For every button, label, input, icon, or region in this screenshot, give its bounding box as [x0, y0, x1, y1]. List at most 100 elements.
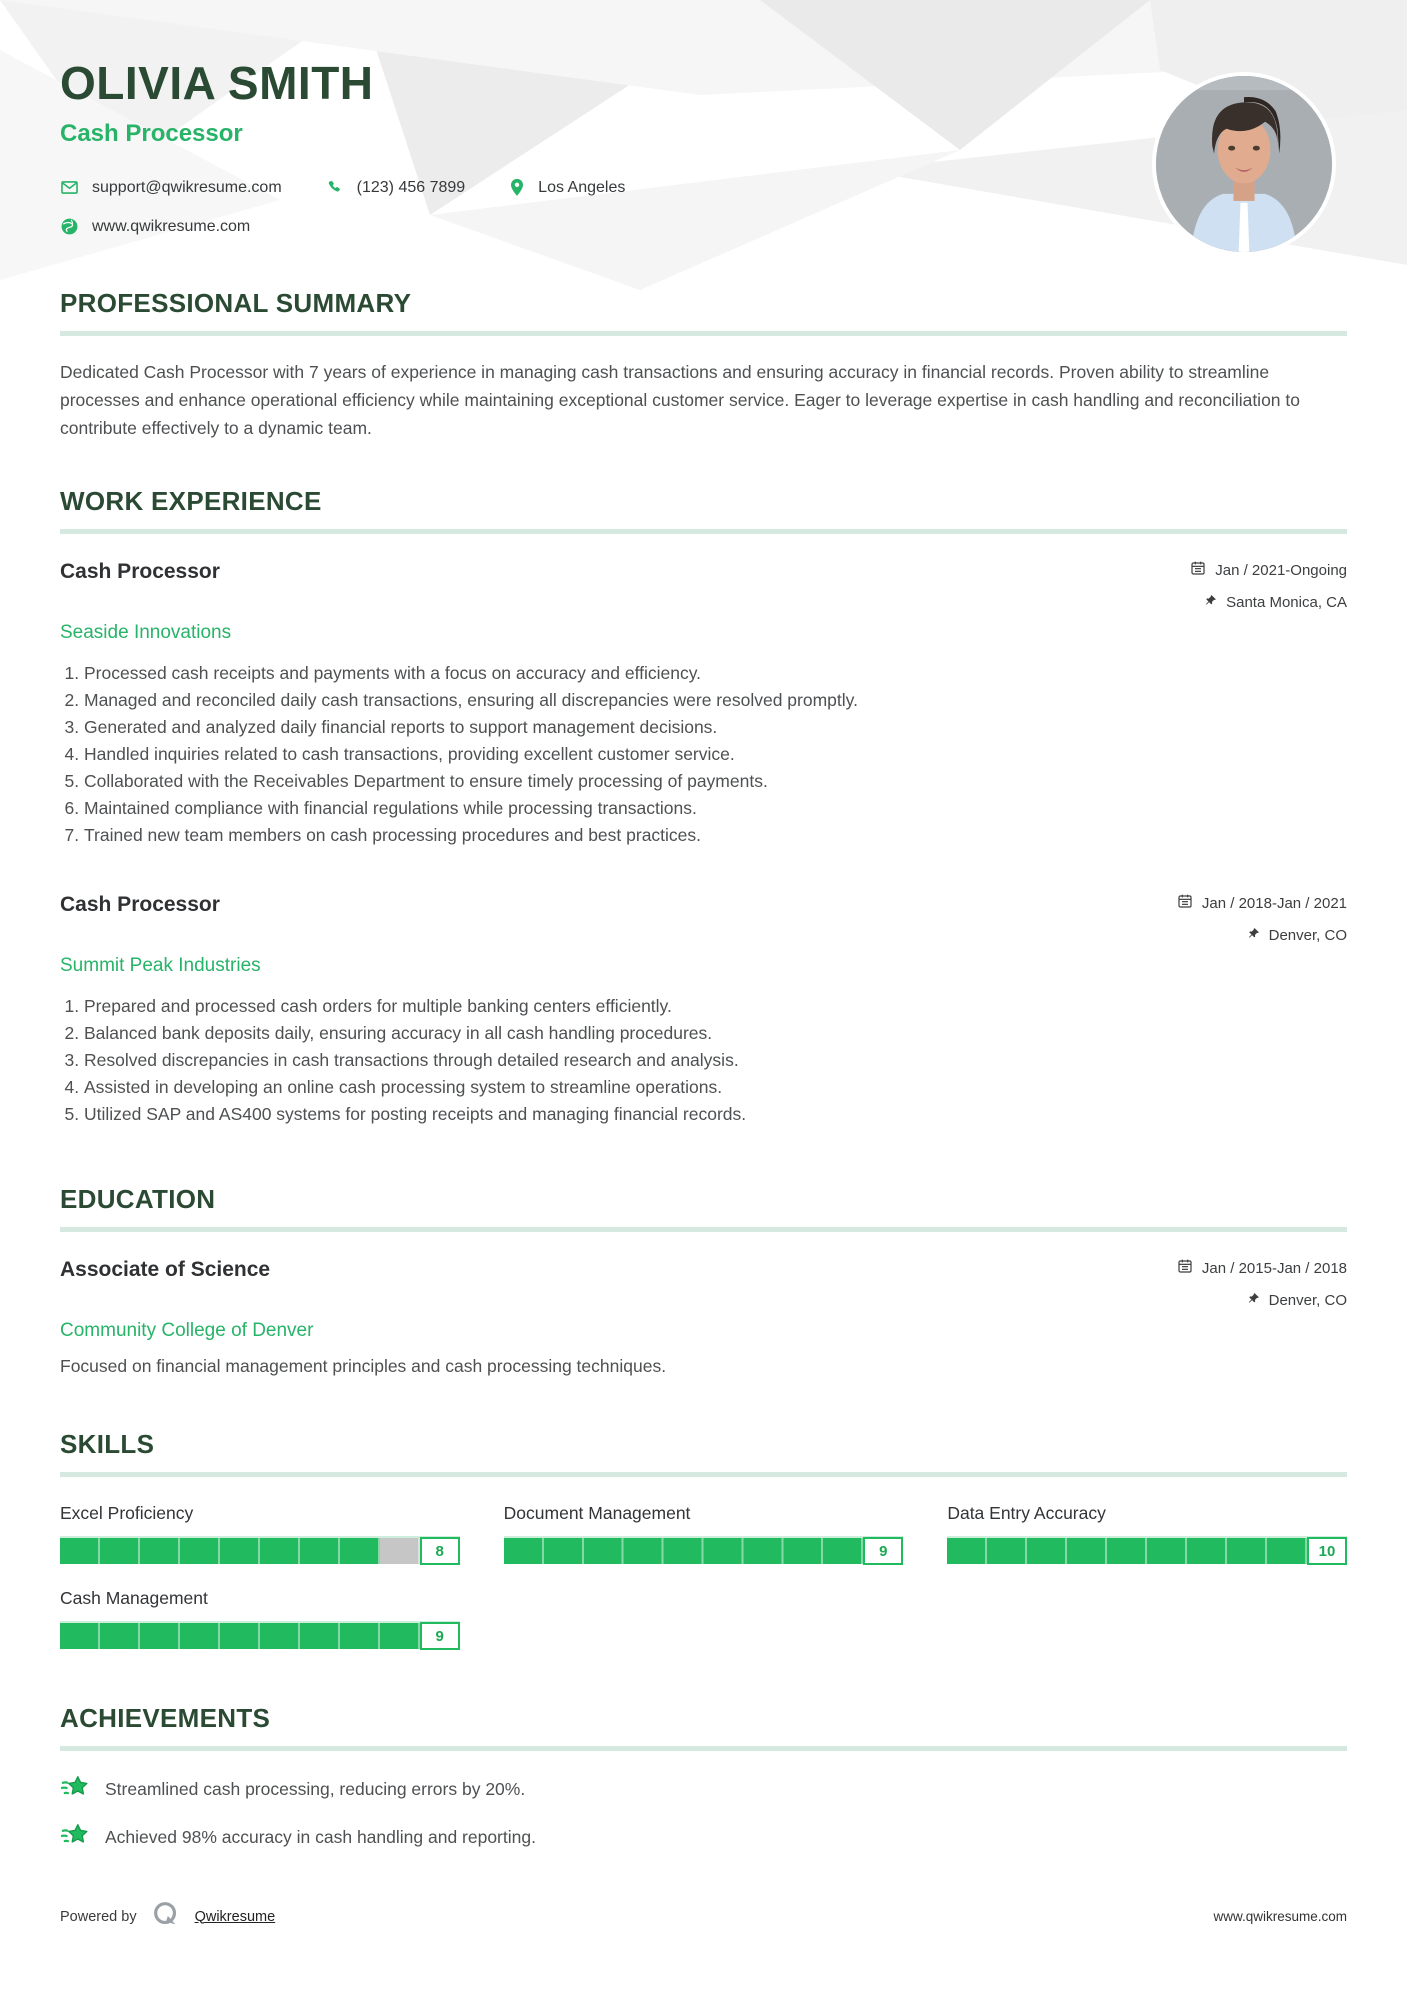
school-name: Community College of Denver [60, 1320, 314, 1341]
bullet-item: Resolved discrepancies in cash transacti… [84, 1047, 1347, 1074]
section-skills: SKILLS Excel Proficiency 8 Document Mana… [60, 1429, 1347, 1650]
job-location-label: Denver, CO [1268, 927, 1347, 944]
section-heading: WORK EXPERIENCE [60, 486, 322, 516]
bullet-item: Assisted in developing an online cash pr… [84, 1074, 1347, 1101]
skill-bar-fill [503, 1538, 864, 1564]
contact-email[interactable]: support@qwikresume.com [60, 178, 282, 197]
skill-item: Document Management 9 [503, 1503, 904, 1565]
job-role-subtitle: Cash Processor [60, 120, 243, 147]
achievement-item: Streamlined cash processing, reducing er… [60, 1773, 1347, 1806]
bullet-item: Handled inquiries related to cash transa… [84, 741, 1347, 768]
pushpin-icon [1247, 926, 1260, 945]
section-divider [60, 1746, 1347, 1751]
job-entry: Cash Processor [60, 560, 1347, 849]
education-location: Denver, CO [1177, 1291, 1347, 1310]
section-professional-summary: PROFESSIONAL SUMMARY Dedicated Cash Proc… [60, 288, 1347, 442]
calendar-icon [1177, 1258, 1193, 1278]
pushpin-icon [1204, 593, 1217, 612]
shooting-star-icon [60, 1773, 90, 1806]
contact-info: support@qwikresume.com (123) 456 7899 [60, 178, 1347, 236]
job-bullet-list: Processed cash receipts and payments wit… [60, 660, 1347, 849]
email-icon [60, 178, 79, 197]
globe-icon [60, 217, 79, 236]
contact-location: Los Angeles [509, 178, 625, 197]
job-location-label: Santa Monica, CA [1226, 594, 1347, 611]
bullet-item: Balanced bank deposits daily, ensuring a… [84, 1020, 1347, 1047]
skill-bar-fill [60, 1538, 380, 1564]
education-dates: Jan / 2015-Jan / 2018 [1177, 1258, 1347, 1278]
job-location: Denver, CO [1177, 926, 1347, 945]
phone-icon [326, 179, 344, 197]
achievement-text: Streamlined cash processing, reducing er… [105, 1779, 526, 1799]
bullet-item: Processed cash receipts and payments wit… [84, 660, 1347, 687]
achievement-text: Achieved 98% accuracy in cash handling a… [105, 1827, 536, 1847]
contact-phone[interactable]: (123) 456 7899 [326, 178, 466, 197]
skill-item: Cash Management 9 [60, 1588, 460, 1650]
skill-bar: 9 [503, 1536, 904, 1565]
skills-grid: Excel Proficiency 8 Document Management … [60, 1503, 1347, 1650]
job-dates-label: Jan / 2018-Jan / 2021 [1201, 894, 1347, 912]
profile-photo [1152, 72, 1336, 256]
resume-header: OLIVIA SMITH Cash Processor support@qwik… [60, 0, 1347, 256]
company-name: Summit Peak Industries [60, 955, 261, 976]
education-entry: Associate of Science [60, 1258, 1347, 1377]
skill-value-badge: 9 [863, 1537, 904, 1565]
summary-paragraph: Dedicated Cash Processor with 7 years of… [60, 362, 1300, 438]
powered-by-label: Powered by [60, 1908, 137, 1925]
education-description: Focused on financial management principl… [60, 1356, 667, 1376]
company-name: Seaside Innovations [60, 622, 232, 643]
bullet-item: Maintained compliance with financial reg… [84, 795, 1347, 822]
contact-phone-label: (123) 456 7899 [356, 178, 466, 196]
bullet-item: Generated and analyzed daily financial r… [84, 714, 1347, 741]
location-pin-icon [509, 178, 525, 197]
section-divider [60, 1472, 1347, 1477]
section-divider [60, 331, 1347, 336]
job-dates-label: Jan / 2021-Ongoing [1215, 561, 1347, 579]
job-location: Santa Monica, CA [1190, 593, 1347, 612]
degree-title: Associate of Science [60, 1258, 271, 1281]
skill-bar-segments [503, 1538, 904, 1564]
page-title: OLIVIA SMITH [60, 57, 374, 109]
contact-website-label: www.qwikresume.com [92, 217, 251, 235]
section-work-experience: WORK EXPERIENCE Cash Processor [60, 486, 1347, 1128]
contact-website[interactable]: www.qwikresume.com [60, 217, 250, 236]
bullet-item: Utilized SAP and AS400 systems for posti… [84, 1101, 1347, 1128]
job-title: Cash Processor [60, 893, 220, 916]
qwikresume-logo-icon [151, 1899, 181, 1934]
skill-value-badge: 9 [419, 1622, 460, 1650]
skill-bar: 10 [947, 1536, 1347, 1565]
pushpin-icon [1247, 1291, 1260, 1310]
job-entry: Cash Processor [60, 893, 1347, 1128]
job-dates: Jan / 2021-Ongoing [1190, 560, 1347, 580]
section-achievements: ACHIEVEMENTS Streamlined cash processing… [60, 1703, 1347, 1854]
skill-bar: 9 [60, 1621, 460, 1650]
page-footer: Powered by Qwikresume www.qwikresume.com [60, 1899, 1347, 1934]
section-education: EDUCATION Associate of Science [60, 1184, 1347, 1377]
section-heading: PROFESSIONAL SUMMARY [60, 288, 412, 318]
skill-bar-segments [60, 1538, 460, 1564]
skill-name: Cash Management [60, 1588, 208, 1608]
bullet-item: Managed and reconciled daily cash transa… [84, 687, 1347, 714]
achievement-item: Achieved 98% accuracy in cash handling a… [60, 1821, 1347, 1854]
skill-name: Excel Proficiency [60, 1503, 194, 1523]
bullet-item: Collaborated with the Receivables Depart… [84, 768, 1347, 795]
bullet-item: Prepared and processed cash orders for m… [84, 993, 1347, 1020]
calendar-icon [1177, 893, 1193, 913]
skill-item: Excel Proficiency 8 [60, 1503, 460, 1565]
section-heading: EDUCATION [60, 1184, 216, 1214]
job-bullet-list: Prepared and processed cash orders for m… [60, 993, 1347, 1128]
footer-website-link[interactable]: www.qwikresume.com [1213, 1909, 1347, 1924]
education-dates-label: Jan / 2015-Jan / 2018 [1201, 1259, 1347, 1277]
job-title: Cash Processor [60, 560, 220, 583]
section-divider [60, 1227, 1347, 1232]
skill-name: Document Management [503, 1503, 691, 1523]
skill-bar-fill [947, 1538, 1347, 1564]
skill-bar-fill [60, 1623, 420, 1649]
qwikresume-brand-link[interactable]: Qwikresume [194, 1908, 276, 1925]
skill-value-badge: 8 [419, 1537, 460, 1565]
bullet-item: Trained new team members on cash process… [84, 822, 1347, 849]
shooting-star-icon [60, 1821, 90, 1854]
skill-item: Data Entry Accuracy 10 [947, 1503, 1347, 1565]
calendar-icon [1190, 560, 1206, 580]
